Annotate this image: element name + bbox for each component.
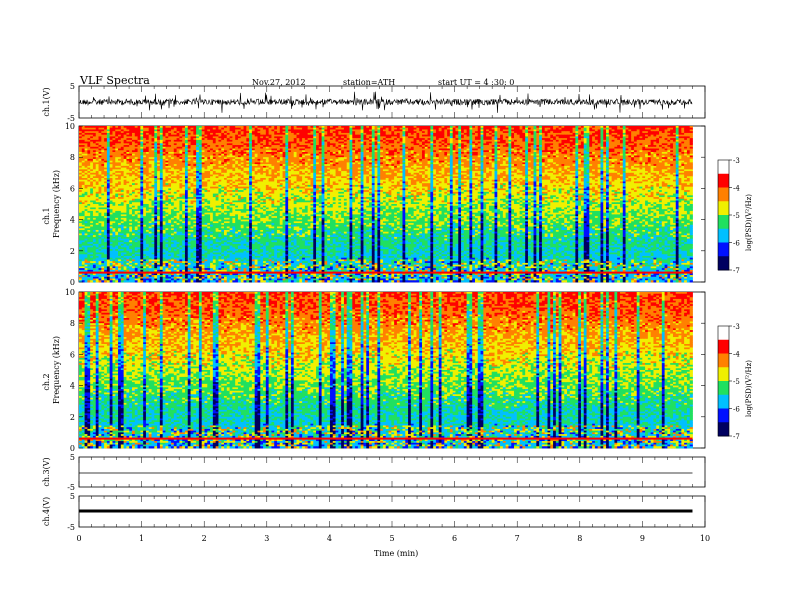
ch1-waveform-ylabel: ch.1(V) [42, 87, 51, 116]
ch1-spectrogram-colorbar-tick-label: -5 [733, 212, 740, 220]
ch1-spectrogram-y-tick-label: 10 [65, 122, 75, 131]
ch1-waveform-y-tick-label: 5 [70, 82, 75, 91]
ch1-spectrogram-colorbar-tick-label: -7 [733, 267, 740, 275]
ch1-spectrogram-ylabel-frequency: Frequency (kHz) [52, 170, 61, 238]
ch2-spectrogram-ylabel-channel: ch.2 [42, 373, 51, 390]
ch1-spectrogram-colorbar-tick-label: -3 [733, 157, 740, 165]
ch1-spectrogram-y-tick-label: 4 [70, 216, 75, 225]
ch1-spectrogram-y-tick-label: 6 [70, 184, 75, 193]
ch2-spectrogram-colorbar-tick-label: -3 [733, 323, 740, 331]
ch4-waveform-y-tick-label: -5 [67, 523, 75, 532]
ch3-waveform-y-tick-label: -5 [67, 483, 75, 492]
x-axis-label: Time (min) [374, 549, 418, 558]
x-tick-label: 7 [515, 534, 520, 543]
ch1-spectrogram-y-tick-label: 8 [70, 153, 75, 162]
x-tick-label: 5 [389, 534, 394, 543]
x-tick-label: 0 [76, 534, 81, 543]
ch2-spectrogram-y-tick-label: 2 [70, 413, 75, 422]
ch3-waveform-y-tick-label: 5 [70, 453, 75, 462]
ch2-spectrogram-y-tick-label: 10 [65, 288, 75, 297]
ch3-waveform-ylabel: ch.3(V) [42, 457, 51, 486]
vlf-figure: 5-5ch.1(V)-3-4-5-6-7log(PSD)(V²/Hz)02468… [0, 0, 792, 612]
start-time-label: start UT = 4 :30: 0 [438, 78, 514, 87]
ch2-spectrogram-colorbar-tick-label: -6 [733, 406, 740, 414]
ch2-spectrogram-ylabel-frequency: Frequency (kHz) [52, 336, 61, 404]
ch2-spectrogram-y-tick-label: 8 [70, 319, 75, 328]
station-label: station=ATH [343, 78, 395, 87]
x-tick-label: 1 [139, 534, 144, 543]
x-tick-label: 8 [577, 534, 582, 543]
ch4-waveform-y-tick-label: 5 [70, 492, 75, 501]
figure-title: VLF Spectra [80, 74, 150, 87]
x-tick-label: 2 [202, 534, 207, 543]
ch2-spectrogram-colorbar-tick-label: -4 [733, 351, 740, 359]
ch2-spectrogram-colorbar-tick-label: -7 [733, 433, 740, 441]
date-label: Nov.27, 2012 [252, 78, 306, 87]
ch1-spectrogram-y-tick-label: 0 [70, 278, 75, 287]
x-tick-label: 4 [327, 534, 332, 543]
ch2-spectrogram-colorbar-label: log(PSD)(V²/Hz) [745, 360, 753, 417]
ch1-spectrogram-ylabel-channel: ch.1 [42, 207, 51, 224]
x-tick-label: 3 [264, 534, 269, 543]
ch2-spectrogram-y-tick-label: 6 [70, 350, 75, 359]
ch4-waveform-ylabel: ch.4(V) [42, 497, 51, 526]
ch1-spectrogram-cells [79, 126, 693, 282]
ch1-waveform-trace [79, 92, 692, 113]
ch1-spectrogram-colorbar-label: log(PSD)(V²/Hz) [745, 194, 753, 251]
ch2-spectrogram-y-tick-label: 0 [70, 444, 75, 453]
x-tick-label: 10 [700, 534, 710, 543]
ch2-spectrogram-y-tick-label: 4 [70, 382, 75, 391]
x-tick-label: 6 [452, 534, 457, 543]
ch2-spectrogram-colorbar-tick-label: -5 [733, 378, 740, 386]
x-tick-label: 9 [640, 534, 645, 543]
ch1-spectrogram-colorbar-tick-label: -6 [733, 240, 740, 248]
ch1-spectrogram-colorbar-tick-label: -4 [733, 185, 740, 193]
ch2-spectrogram-cells [79, 292, 693, 448]
ch1-spectrogram-y-tick-label: 2 [70, 247, 75, 256]
